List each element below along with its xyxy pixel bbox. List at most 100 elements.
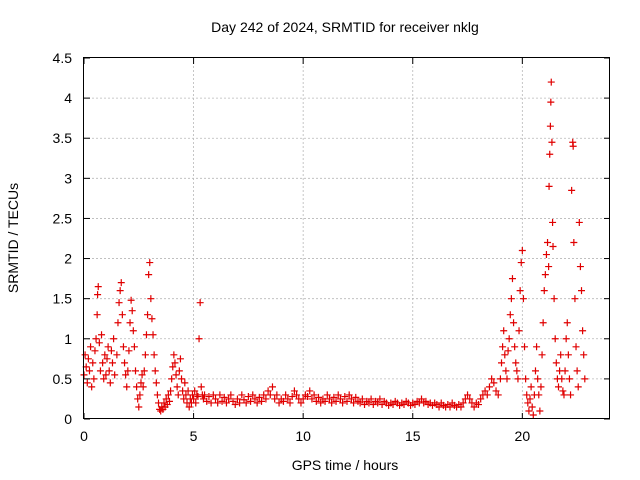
- data-point: [173, 383, 181, 391]
- data-point: [253, 399, 261, 407]
- data-point: [435, 403, 443, 411]
- data-point: [175, 367, 183, 375]
- data-point: [581, 375, 589, 383]
- data-point: [107, 347, 115, 355]
- data-point: [559, 387, 567, 395]
- y-tick-label: 0: [64, 411, 72, 427]
- data-point: [306, 387, 314, 395]
- data-point: [102, 371, 110, 379]
- data-point: [168, 375, 176, 383]
- data-point: [485, 383, 493, 391]
- data-point: [148, 315, 156, 323]
- data-point: [266, 391, 274, 399]
- y-tick-label: 2: [64, 251, 72, 267]
- data-point: [310, 391, 318, 399]
- y-tick-label: 4: [64, 90, 72, 106]
- data-point: [527, 383, 535, 391]
- data-point: [494, 391, 502, 399]
- data-point: [99, 359, 107, 367]
- data-point: [201, 391, 209, 399]
- data-point: [524, 399, 532, 407]
- plot-frame: [83, 57, 610, 419]
- x-tick-label: 20: [515, 428, 531, 444]
- data-point: [119, 343, 127, 351]
- data-point: [567, 391, 575, 399]
- data-point: [216, 391, 224, 399]
- data-point: [523, 391, 531, 399]
- data-point: [334, 391, 342, 399]
- data-point: [541, 271, 549, 279]
- y-tick-label: 1: [64, 331, 72, 347]
- data-point: [98, 331, 106, 339]
- data-point: [113, 351, 121, 359]
- data-point: [564, 351, 572, 359]
- data-point: [127, 296, 135, 304]
- data-point: [317, 399, 325, 407]
- data-point: [279, 397, 287, 405]
- data-point: [169, 363, 177, 371]
- data-point: [466, 395, 474, 403]
- data-point: [178, 375, 186, 383]
- data-point: [89, 359, 97, 367]
- data-point: [88, 383, 96, 391]
- data-point: [347, 395, 355, 403]
- data-point: [328, 399, 336, 407]
- data-point: [141, 351, 149, 359]
- data-point: [218, 397, 226, 405]
- data-point: [106, 379, 114, 387]
- data-point: [549, 218, 557, 226]
- data-point: [325, 395, 333, 403]
- data-point: [308, 395, 316, 403]
- data-point: [573, 367, 581, 375]
- data-point: [116, 287, 124, 295]
- data-point: [490, 379, 498, 387]
- data-point: [576, 263, 584, 271]
- data-point: [85, 367, 93, 375]
- data-point: [534, 375, 542, 383]
- data-point: [164, 391, 172, 399]
- data-point: [238, 391, 246, 399]
- data-point: [492, 387, 500, 395]
- x-axis-label: GPS time / hours: [292, 457, 399, 473]
- data-point: [536, 407, 544, 415]
- data-point: [111, 371, 119, 379]
- data-point: [149, 331, 157, 339]
- data-point: [273, 391, 281, 399]
- data-point: [122, 371, 130, 379]
- data-point: [540, 287, 548, 295]
- data-point: [222, 399, 230, 407]
- data-point: [101, 351, 109, 359]
- data-point: [525, 407, 533, 415]
- data-point: [563, 319, 571, 327]
- data-point: [500, 327, 508, 335]
- y-tick-label: 3: [64, 170, 72, 186]
- data-point: [574, 383, 582, 391]
- data-point: [522, 375, 530, 383]
- data-point: [128, 307, 136, 315]
- data-point: [513, 367, 521, 375]
- data-point: [133, 383, 141, 391]
- x-tick-label: 0: [80, 428, 88, 444]
- data-point: [197, 383, 205, 391]
- data-point: [100, 375, 108, 383]
- data-point: [470, 403, 478, 411]
- data-point: [84, 355, 92, 363]
- data-point: [528, 403, 536, 411]
- data-point: [547, 78, 555, 86]
- data-point: [533, 343, 541, 351]
- axis-ticks: 0 5 10 15 20 0 0.5 1 1.5 2 2.5 3 3.5 4 4.5: [53, 50, 610, 444]
- y-tick-label: 3.5: [53, 130, 73, 146]
- data-point: [90, 375, 98, 383]
- data-point: [343, 397, 351, 405]
- data-points: [80, 78, 589, 419]
- data-point: [172, 371, 180, 379]
- y-tick-label: 2.5: [53, 210, 73, 226]
- data-point: [341, 393, 349, 401]
- data-point: [510, 319, 518, 327]
- data-point: [321, 397, 329, 405]
- data-point: [297, 399, 305, 407]
- data-point: [358, 395, 366, 403]
- data-point: [565, 375, 573, 383]
- data-point: [546, 122, 554, 130]
